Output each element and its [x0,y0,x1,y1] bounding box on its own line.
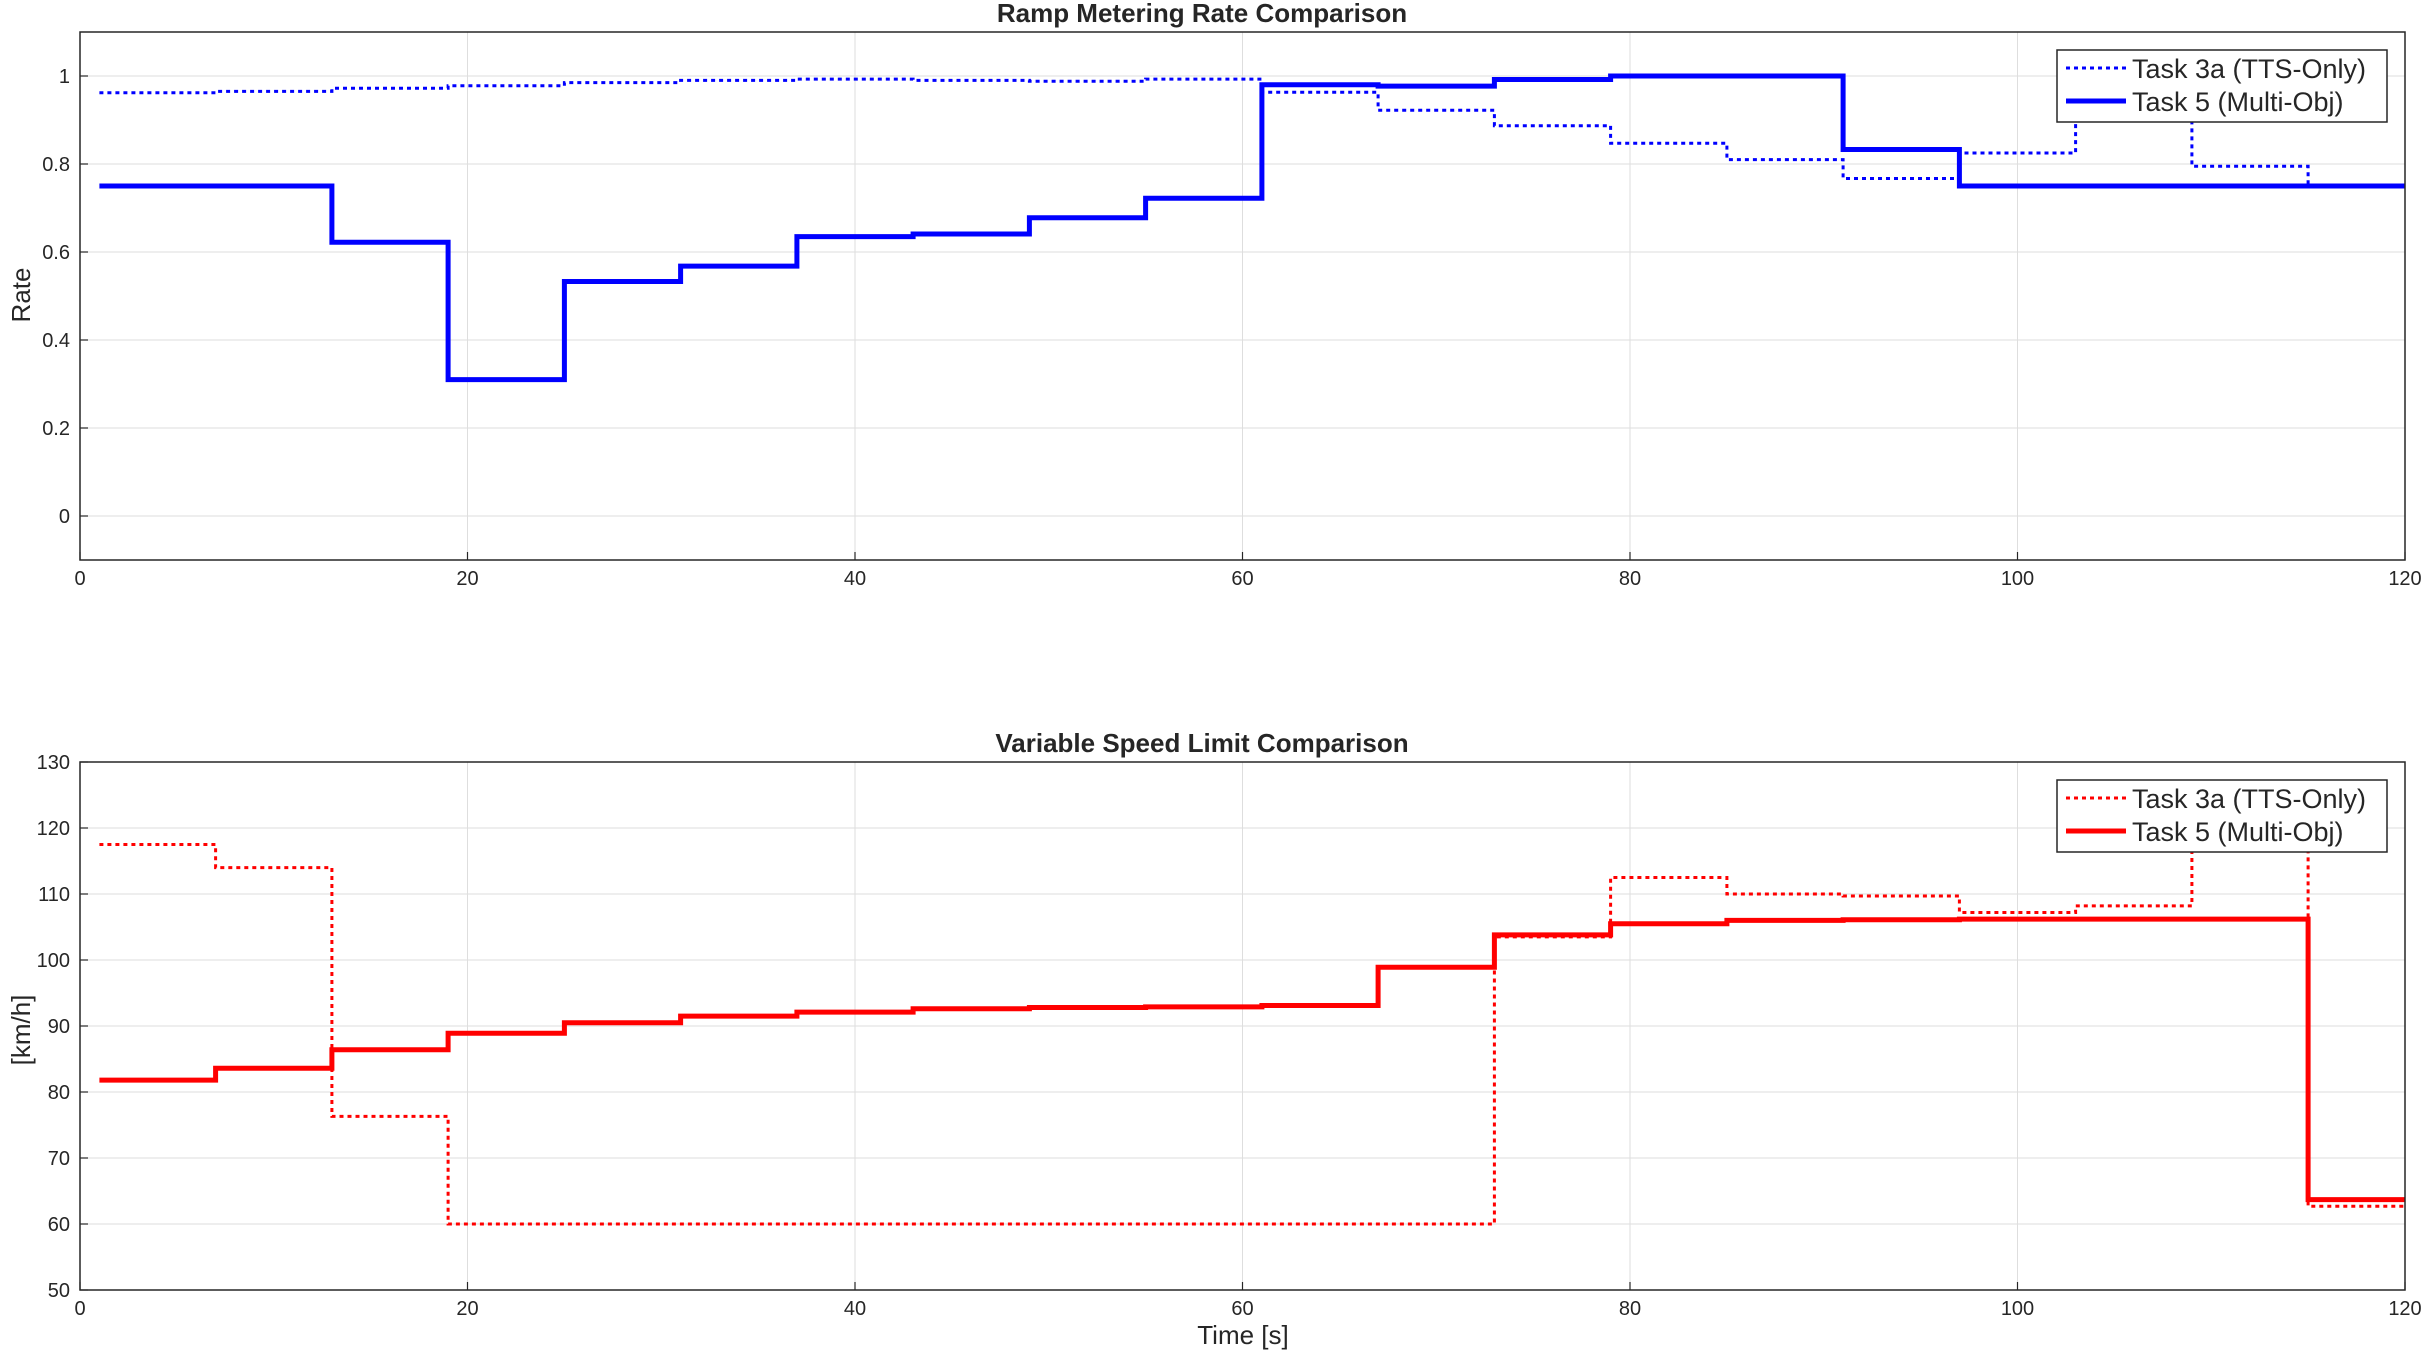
y-tick-label: 60 [48,1214,70,1236]
tick-labels: 0 20 40 60 80 100 120 0 0.2 0.4 0.6 0.8 1 [42,66,2422,590]
y-tick-label: 1 [59,66,70,88]
x-tick-label: 60 [1231,1298,1253,1320]
x-tick-label: 40 [844,568,866,590]
x-tick-label: 80 [1619,568,1641,590]
gridlines [79,32,2406,560]
series-layer [99,780,2405,1226]
x-tick-label: 120 [2388,1298,2421,1320]
x-tick-label: 60 [1231,568,1253,590]
y-tick-label: 80 [48,1082,70,1104]
y-tick-label: 90 [48,1016,70,1038]
legend-box [2056,49,2388,123]
y-tick-label: 0 [59,506,70,528]
x-tick-label: 80 [1619,1298,1641,1320]
y-tick-label: 0.2 [42,418,70,440]
chart-title: Ramp Metering Rate Comparison [997,0,1407,28]
chart-title: Variable Speed Limit Comparison [995,728,1408,758]
y-tick-label: 50 [48,1280,70,1302]
x-tick-label: 120 [2388,568,2421,590]
x-tick-label: 100 [2001,1298,2034,1320]
legend: Task 3a (TTS-Only) Task 5 (Multi-Obj) [2056,779,2388,853]
axes-frame [79,31,2406,561]
y-tick-label: 110 [38,884,70,906]
y-tick-label: 130 [37,752,70,774]
y-tick-label: 120 [37,818,70,840]
x-tick-label: 20 [456,1298,478,1320]
series-line-task5 [99,73,2405,383]
x-tick-label: 0 [74,1298,85,1320]
y-axis-label: Rate [6,268,36,323]
y-tick-label: 0.6 [42,242,70,264]
x-axis-label: Time [s] [1197,1320,1288,1350]
tick-labels: 0 20 40 60 80 100 120 50 60 70 80 90 100 110 120 130 [37,752,2422,1320]
speed-limit-chart: Variable Speed Limit Comparison [km/h] T… [6,728,2422,1350]
ramp-metering-chart: Ramp Metering Rate Comparison Rate 0 20 40… [6,0,2422,590]
legend: Task 3a (TTS-Only) Task 5 (Multi-Obj) [2056,49,2388,123]
legend-label-task5: Task 5 (Multi-Obj) [2132,87,2344,117]
x-tick-label: 0 [74,568,85,590]
axes-frame [79,761,2406,1291]
series-layer [99,73,2405,383]
y-tick-label: 70 [48,1148,70,1170]
legend-box [2056,779,2388,853]
legend-label-task3a: Task 3a (TTS-Only) [2132,784,2366,814]
x-tick-label: 40 [844,1298,866,1320]
x-tick-label: 100 [2001,568,2034,590]
x-tick-label: 20 [456,568,478,590]
y-tick-label: 100 [37,950,70,972]
legend-label-task5: Task 5 (Multi-Obj) [2132,817,2344,847]
y-axis-label: [km/h] [6,995,36,1066]
series-line-task5 [99,916,2405,1203]
y-tick-label: 0.4 [42,330,70,352]
legend-label-task3a: Task 3a (TTS-Only) [2132,54,2366,84]
y-tick-label: 0.8 [42,154,70,176]
